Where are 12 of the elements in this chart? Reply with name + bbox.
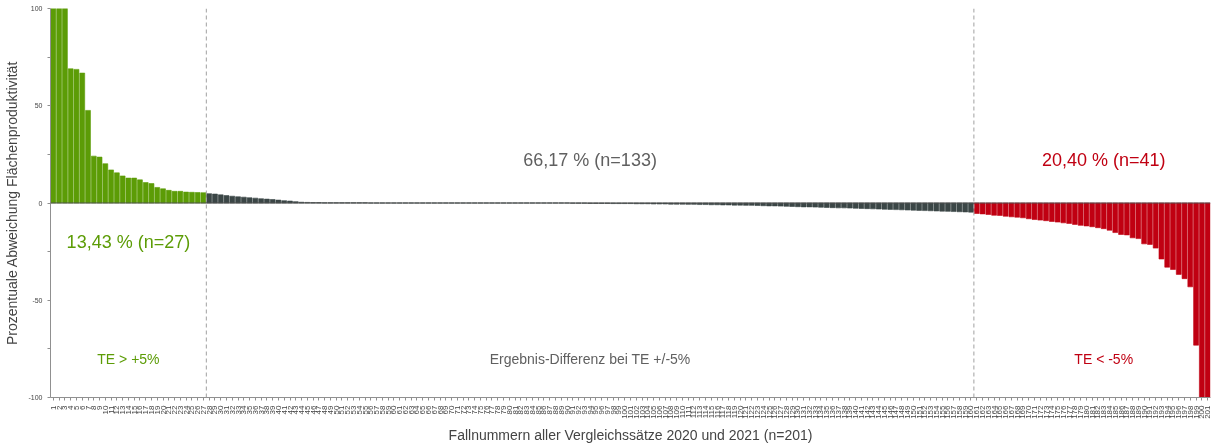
x-tick-label: 101 <box>626 404 635 419</box>
annotation: TE > +5% <box>97 350 160 367</box>
x-tick-label: 201 <box>1203 404 1213 419</box>
x-tick-label: 1 <box>48 404 58 410</box>
x-tick-label: 18 <box>147 404 156 415</box>
annotation: Ergebnis-Differenz bei TE +/-5% <box>489 350 691 367</box>
x-axis-title: Fallnummern aller Vergleichssätze 2020 und 2021 (n=201) <box>448 426 813 443</box>
annotation: 20,40 % (n=41) <box>1041 150 1166 171</box>
annotation: TE < -5% <box>1074 350 1134 367</box>
annotation: 13,43 % (n=27) <box>66 231 191 252</box>
annotation: 66,17 % (n=133) <box>523 150 657 171</box>
y-axis-title: Prozentuale Abweichung Flächenproduktivität <box>4 61 21 346</box>
